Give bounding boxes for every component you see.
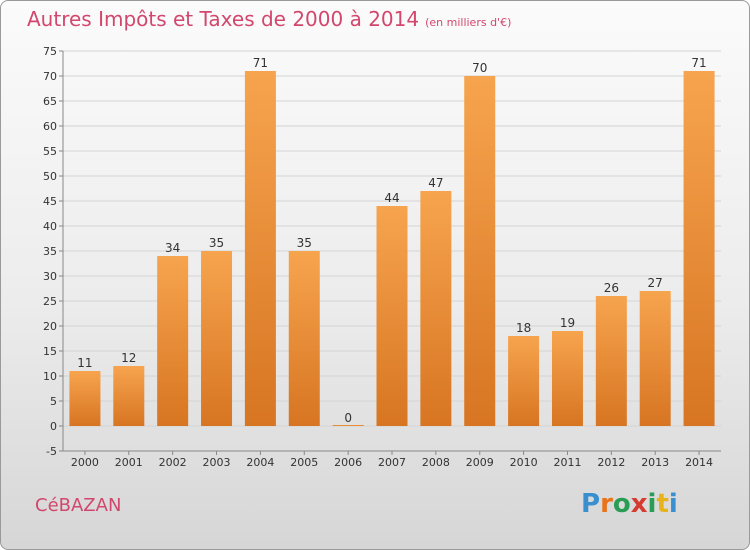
x-tick-label: 2004: [246, 456, 274, 469]
chart-title-unit: (en milliers d'€): [425, 16, 512, 29]
x-tick-label: 2003: [203, 456, 231, 469]
y-tick-label: 20: [43, 320, 57, 333]
value-label: 0: [344, 411, 352, 425]
bar: [683, 71, 715, 426]
logo-letter: i: [647, 489, 657, 519]
bar: [595, 296, 627, 426]
value-label: 35: [297, 236, 312, 250]
value-label: 34: [165, 241, 180, 255]
x-tick-label: 2011: [553, 456, 581, 469]
bar: [113, 366, 145, 426]
x-tick-label: 2006: [334, 456, 362, 469]
x-tick-label: 2012: [597, 456, 625, 469]
bar: [639, 291, 671, 426]
y-tick-label: 40: [43, 220, 57, 233]
value-label: 44: [384, 191, 399, 205]
value-labels: 11 12 34 35 71 35 0 44 47 70 18 19 26 27 71: [77, 56, 706, 425]
y-tick-label: 75: [43, 45, 57, 58]
value-label: 71: [253, 56, 268, 70]
bar: [69, 371, 101, 426]
x-tick-label: 2000: [71, 456, 99, 469]
value-label: 18: [516, 321, 531, 335]
y-tick-label: 50: [43, 170, 57, 183]
y-tick-label: 0: [50, 420, 57, 433]
bar: [508, 336, 540, 426]
y-tick-label: 60: [43, 120, 57, 133]
y-tick-label: 25: [43, 295, 57, 308]
y-tick-label: 30: [43, 270, 57, 283]
y-tick-label: 35: [43, 245, 57, 258]
value-label: 71: [691, 56, 706, 70]
y-tick-label: 45: [43, 195, 57, 208]
commune-name: CéBAZAN: [35, 495, 122, 516]
value-label: 27: [648, 276, 663, 290]
x-tick-label: 2009: [466, 456, 494, 469]
logo-letter: o: [612, 489, 631, 519]
value-label: 12: [121, 351, 136, 365]
x-tick-label: 2013: [641, 456, 669, 469]
axes: [62, 51, 721, 452]
x-tick-label: 2007: [378, 456, 406, 469]
logo-letter: r: [600, 489, 613, 519]
bar: [464, 76, 496, 426]
y-tick-label: 65: [43, 95, 57, 108]
bar: [288, 251, 320, 426]
y-tick-label: 55: [43, 145, 57, 158]
x-tick-label: 2002: [159, 456, 187, 469]
x-axis-ticks: 2000 2001 2002 2003 2004 2005 2006 2007 2008 2009…: [71, 451, 713, 469]
x-tick-label: 2010: [510, 456, 538, 469]
bar: [551, 331, 583, 426]
logo-letter: x: [630, 489, 648, 519]
chart-title: Autres Impôts et Taxes de 2000 à 2014 (en…: [27, 7, 511, 31]
bar: [420, 191, 452, 426]
y-tick-label: 70: [43, 70, 57, 83]
logo-letter: t: [656, 489, 669, 519]
value-label: 19: [560, 316, 575, 330]
bar: [376, 206, 408, 426]
x-tick-label: 2008: [422, 456, 450, 469]
bar: [244, 71, 276, 426]
bar: [201, 251, 233, 426]
bar: [157, 256, 189, 426]
value-label: 26: [604, 281, 619, 295]
chart-title-main: Autres Impôts et Taxes de 2000 à 2014: [27, 7, 420, 31]
value-label: 11: [77, 356, 92, 370]
value-label: 35: [209, 236, 224, 250]
logo-letter: P: [581, 489, 601, 519]
x-tick-label: 2014: [685, 456, 713, 469]
y-axis-ticks: -5 0 5 10 15 20 25 30 35 40 45 50 55 60 65 70 75: [43, 45, 63, 458]
y-tick-label: 5: [50, 395, 57, 408]
x-tick-label: 2005: [290, 456, 318, 469]
bar: [332, 425, 364, 426]
x-tick-label: 2001: [115, 456, 143, 469]
y-tick-label: 10: [43, 370, 57, 383]
value-label: 47: [428, 176, 443, 190]
proxiti-logo: Proxiti: [581, 489, 678, 519]
y-tick-label: 15: [43, 345, 57, 358]
logo-letter: i: [668, 489, 678, 519]
value-label: 70: [472, 61, 487, 75]
y-tick-label: -5: [46, 445, 57, 458]
bars: [69, 71, 715, 426]
